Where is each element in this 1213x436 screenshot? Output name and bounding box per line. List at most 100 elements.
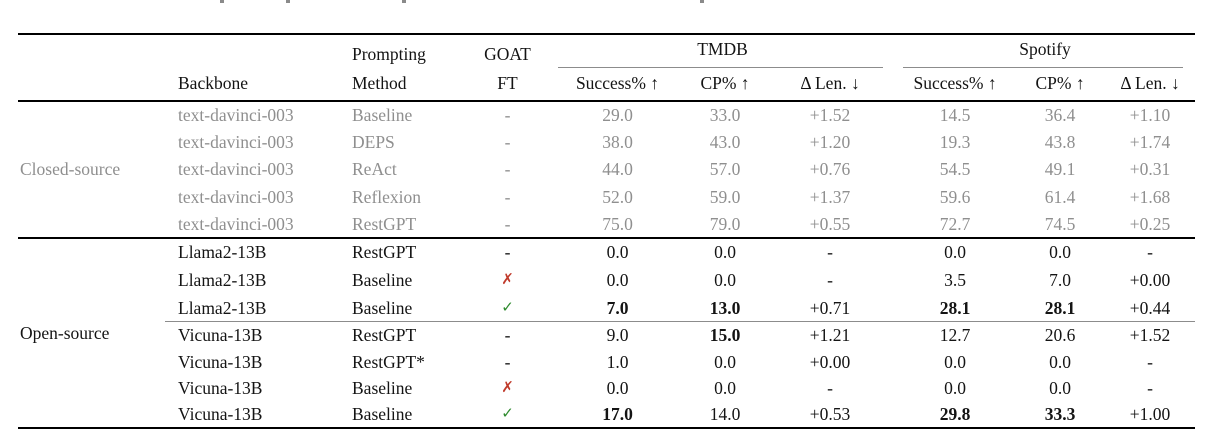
cell-method: RestGPT: [352, 213, 417, 234]
header-row-groups: Prompting GOAT TMDB Spotify: [18, 33, 1196, 68]
cell-goat-ft: -: [504, 159, 511, 180]
cell-spotify-success: 59.6: [939, 186, 971, 207]
cell-method: RestGPT*: [352, 351, 425, 372]
table-body: Closed-source text-davinci-003 Baseline …: [18, 101, 1196, 429]
header-row-columns: Backbone Method FT Success% ↑ CP% ↑ Δ Le…: [18, 68, 1196, 102]
tmdb-group-underline: [558, 66, 884, 68]
cell-tmdb-cp: 13.0: [685, 293, 765, 323]
cell-method: Baseline: [340, 401, 465, 429]
cell-method: DEPS: [352, 131, 395, 152]
cell-tmdb-success: 75.0: [602, 213, 633, 234]
cell-tmdb-cp: 0.0: [714, 269, 736, 290]
cell-tmdb-dlen: +0.55: [809, 213, 851, 234]
cell-spotify-cp: 20.6: [1044, 325, 1076, 346]
header-empty-group2: [18, 68, 165, 102]
cell-method: RestGPT: [340, 236, 465, 266]
cell-spotify-dlen: +1.52: [1129, 325, 1171, 346]
cell-spotify-dlen: -: [1105, 236, 1196, 266]
header-prompting-line1: Prompting: [340, 33, 465, 68]
table-row: Closed-source text-davinci-003 Baseline …: [18, 101, 1195, 179]
cell-tmdb-cp: 0.0: [685, 236, 765, 266]
table-row: text-davinci-003 RestGPT - 75.0 79.0 +0.…: [18, 211, 1195, 238]
cell-tmdb-cp: 43.0: [709, 131, 741, 152]
cell-method: RestGPT: [352, 325, 417, 346]
cell-spotify-success: 0.0: [944, 351, 966, 372]
cell-backbone: Vicuna-13B: [178, 378, 263, 399]
header-empty-backbone: [165, 33, 340, 68]
cell-backbone: text-davinci-003: [178, 105, 294, 125]
cell-spotify-dlen: +1.68: [1129, 186, 1171, 207]
table-row: Llama2-13B Baseline ✓ 7.0 13.0 +0.71 28.…: [18, 293, 1196, 323]
cell-spotify-dlen: -: [1147, 378, 1153, 399]
cell-goat-ft: -: [504, 213, 511, 234]
cell-tmdb-success: 1.0: [606, 351, 629, 372]
cell-spotify-cp: 74.5: [1044, 213, 1076, 234]
cell-spotify-success: 0.0: [895, 236, 1016, 266]
cell-tmdb-success: 17.0: [550, 401, 685, 429]
table-row: Open-source Llama2-13B RestGPT - 0.0 0.0…: [18, 236, 1196, 429]
cell-spotify-success: 0.0: [944, 378, 966, 399]
header-group-tmdb: TMDB: [550, 33, 896, 68]
cell-method: Baseline: [340, 293, 465, 323]
header-backbone: Backbone: [165, 68, 340, 102]
cell-tmdb-dlen: +0.00: [809, 351, 851, 372]
cell-method: Baseline: [352, 378, 413, 399]
cell-spotify-success: 14.5: [939, 105, 971, 125]
cell-spotify-success: 72.7: [939, 213, 971, 234]
table-row: Vicuna-13B Baseline ✗ 0.0 0.0 - 0.0 0.0 …: [18, 375, 1195, 402]
cell-tmdb-cp: 0.0: [714, 351, 736, 372]
cell-backbone: Llama2-13B: [165, 293, 340, 323]
cell-tmdb-success: 38.0: [602, 131, 633, 152]
clipped-caption-remnant: [220, 0, 224, 3]
cell-method: Baseline: [352, 105, 413, 125]
cell-tmdb-cp: 14.0: [685, 401, 765, 429]
header-group-spotify: Spotify: [895, 33, 1196, 68]
clipped-caption-remnant: [402, 0, 406, 3]
cell-tmdb-dlen: -: [827, 378, 833, 399]
cell-goat-ft: -: [465, 236, 550, 266]
clipped-caption-remnant: [700, 0, 704, 3]
cell-tmdb-dlen: +1.21: [809, 325, 851, 346]
cell-spotify-success: 12.7: [939, 325, 971, 346]
header-spotify-dlen: Δ Len. ↓: [1105, 68, 1196, 102]
cell-tmdb-cp: 59.0: [709, 186, 741, 207]
cell-backbone: Vicuna-13B: [178, 351, 263, 372]
table-row: text-davinci-003 ReAct - 44.0 57.0 +0.76…: [18, 156, 1195, 183]
header-goat-line1: GOAT: [465, 33, 550, 68]
cell-tmdb-success: 7.0: [550, 293, 685, 323]
cell-tmdb-cp: 0.0: [714, 378, 736, 399]
cell-spotify-cp: 0.0: [1049, 351, 1071, 372]
cell-backbone: text-davinci-003: [178, 159, 294, 180]
cell-tmdb-dlen: +1.37: [809, 186, 851, 207]
cell-method: ReAct: [352, 159, 397, 180]
cell-spotify-cp: 61.4: [1044, 186, 1076, 207]
header-spotify-success: Success% ↑: [895, 68, 1016, 102]
cell-goat-ft-cross-icon: ✗: [501, 270, 514, 289]
cell-tmdb-success: 44.0: [602, 159, 633, 180]
cell-tmdb-success: 0.0: [550, 236, 685, 266]
cell-tmdb-dlen: +0.71: [765, 293, 896, 323]
table-row: Llama2-13B Baseline ✗ 0.0 0.0 - 3.5 7.0 …: [18, 266, 1195, 294]
cell-spotify-cp: 43.8: [1044, 131, 1076, 152]
cell-spotify-dlen: +0.25: [1129, 213, 1171, 234]
header-tmdb-cp: CP% ↑: [685, 68, 765, 102]
spotify-group-underline: [903, 66, 1184, 68]
table-row: Vicuna-13B Baseline ✓ 17.0 14.0 +0.53 29…: [18, 401, 1196, 429]
header-empty-group: [18, 33, 165, 68]
header-goat-line2: FT: [465, 68, 550, 102]
section-label-closed-source: Closed-source: [20, 159, 121, 180]
cell-goat-ft-cross-icon: ✗: [501, 378, 514, 397]
cell-backbone: Llama2-13B: [165, 236, 340, 266]
cell-backbone: text-davinci-003: [178, 186, 294, 207]
cell-goat-ft-check-icon: ✓: [465, 293, 550, 323]
cell-tmdb-success: 9.0: [606, 325, 629, 346]
cell-spotify-dlen: +1.00: [1105, 401, 1196, 429]
cell-spotify-cp: 0.0: [1015, 236, 1106, 266]
cell-spotify-success: 19.3: [939, 131, 971, 152]
cell-spotify-cp: 33.3: [1015, 401, 1106, 429]
table-header: Prompting GOAT TMDB Spotify Backbone Met…: [18, 33, 1196, 102]
header-tmdb-success: Success% ↑: [550, 68, 685, 102]
cell-spotify-dlen: +0.44: [1105, 293, 1196, 323]
cell-tmdb-dlen: +0.76: [809, 159, 851, 180]
